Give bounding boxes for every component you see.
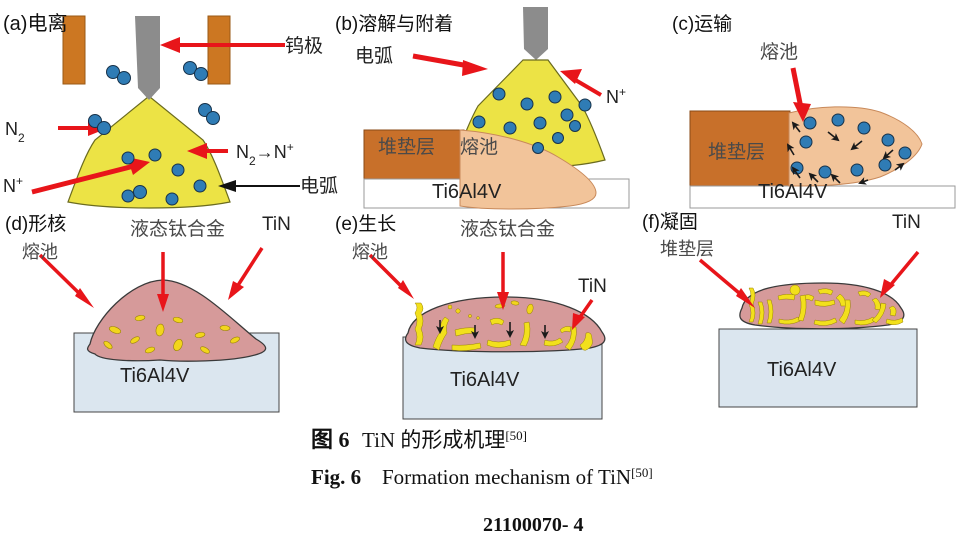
- svg-text:N2→N+: N2→N+: [236, 140, 294, 168]
- svg-text:(d)形核: (d)形核: [5, 213, 66, 235]
- svg-text:堆垫层: 堆垫层: [708, 141, 765, 163]
- svg-text:电弧: 电弧: [300, 175, 338, 197]
- svg-text:Ti6Al4V: Ti6Al4V: [432, 181, 502, 203]
- svg-text:Fig. 6: Fig. 6: [311, 465, 361, 489]
- svg-text:堆垫层: 堆垫层: [378, 136, 435, 158]
- svg-text:钨极: 钨极: [285, 35, 323, 57]
- svg-text:TiN: TiN: [892, 212, 921, 233]
- svg-text:(c)运输: (c)运输: [672, 13, 732, 35]
- svg-text:图 6: 图 6: [311, 427, 350, 452]
- svg-text:熔池: 熔池: [22, 242, 58, 262]
- svg-text:电弧: 电弧: [355, 45, 393, 67]
- svg-text:液态钛合金: 液态钛合金: [130, 218, 225, 240]
- svg-text:N+: N+: [3, 174, 23, 196]
- svg-text:TiN 的形成机理[50]: TiN 的形成机理[50]: [362, 428, 527, 453]
- svg-text:液态钛合金: 液态钛合金: [460, 218, 555, 240]
- svg-text:Ti6Al4V: Ti6Al4V: [120, 365, 190, 387]
- svg-text:Formation mechanism of TiN[50]: Formation mechanism of TiN[50]: [382, 465, 653, 490]
- svg-text:(f)凝固: (f)凝固: [642, 211, 698, 233]
- svg-text:熔池: 熔池: [352, 242, 388, 262]
- svg-text:熔池: 熔池: [760, 41, 798, 63]
- svg-text:Ti6Al4V: Ti6Al4V: [450, 369, 520, 391]
- svg-text:N+: N+: [606, 85, 626, 107]
- svg-text:21100070- 4: 21100070- 4: [483, 514, 584, 536]
- svg-text:TiN: TiN: [578, 276, 607, 297]
- svg-text:(b)溶解与附着: (b)溶解与附着: [335, 13, 453, 35]
- svg-text:堆垫层: 堆垫层: [660, 239, 714, 259]
- svg-text:(e)生长: (e)生长: [335, 213, 396, 235]
- svg-text:Ti6Al4V: Ti6Al4V: [767, 359, 837, 381]
- svg-text:(a)电离: (a)电离: [3, 12, 67, 35]
- svg-text:Ti6Al4V: Ti6Al4V: [758, 181, 828, 203]
- svg-text:熔池: 熔池: [460, 136, 498, 158]
- svg-text:TiN: TiN: [262, 214, 291, 235]
- svg-text:N2: N2: [5, 119, 25, 145]
